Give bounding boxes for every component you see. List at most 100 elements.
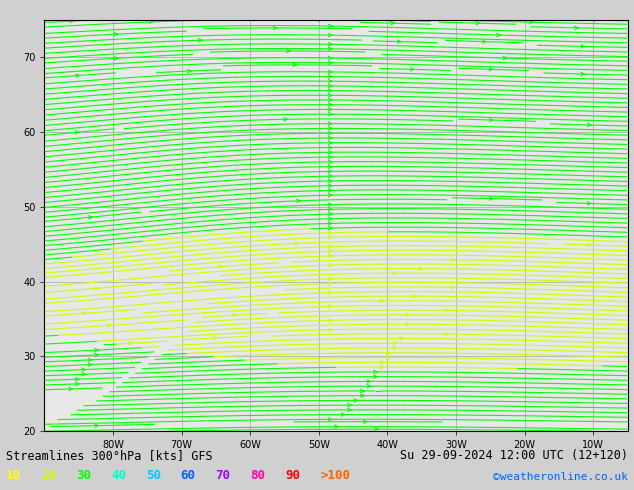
Text: Su 29-09-2024 12:00 UTC (12+120): Su 29-09-2024 12:00 UTC (12+120) [399,449,628,463]
FancyArrowPatch shape [328,98,333,101]
FancyArrowPatch shape [328,146,332,149]
FancyArrowPatch shape [393,271,398,275]
FancyArrowPatch shape [588,123,592,126]
FancyArrowPatch shape [593,19,597,22]
Text: 90: 90 [285,468,301,482]
FancyArrowPatch shape [328,160,332,164]
FancyArrowPatch shape [328,184,332,187]
FancyArrowPatch shape [406,322,410,326]
FancyArrowPatch shape [328,70,333,74]
Text: Streamlines 300°hPa [kts] GFS: Streamlines 300°hPa [kts] GFS [6,449,213,463]
FancyArrowPatch shape [380,299,384,302]
FancyArrowPatch shape [328,108,333,111]
FancyArrowPatch shape [233,314,237,317]
FancyArrowPatch shape [114,33,119,36]
FancyArrowPatch shape [328,122,333,125]
FancyArrowPatch shape [114,57,119,60]
FancyArrowPatch shape [328,47,333,50]
FancyArrowPatch shape [503,56,507,60]
FancyArrowPatch shape [398,40,401,43]
FancyArrowPatch shape [390,19,394,22]
FancyArrowPatch shape [482,40,487,43]
FancyArrowPatch shape [328,179,332,183]
FancyArrowPatch shape [419,267,424,270]
FancyArrowPatch shape [219,265,224,269]
FancyArrowPatch shape [187,70,191,73]
FancyArrowPatch shape [149,21,153,24]
FancyArrowPatch shape [347,403,352,407]
FancyArrowPatch shape [399,337,404,340]
FancyArrowPatch shape [328,222,332,225]
FancyArrowPatch shape [328,277,333,281]
FancyArrowPatch shape [347,408,352,412]
FancyArrowPatch shape [328,79,333,83]
Text: 70: 70 [216,468,231,482]
FancyArrowPatch shape [328,94,333,97]
FancyArrowPatch shape [393,342,398,345]
FancyArrowPatch shape [363,420,368,423]
FancyArrowPatch shape [88,358,93,362]
FancyArrowPatch shape [69,388,73,391]
FancyArrowPatch shape [328,150,332,154]
FancyArrowPatch shape [391,22,395,25]
FancyArrowPatch shape [588,243,592,246]
FancyArrowPatch shape [213,337,217,340]
Text: 80: 80 [250,468,266,482]
FancyArrowPatch shape [328,264,333,267]
FancyArrowPatch shape [70,20,74,23]
FancyArrowPatch shape [328,170,332,173]
FancyArrowPatch shape [445,332,449,336]
FancyArrowPatch shape [380,366,384,369]
FancyArrowPatch shape [328,127,333,130]
FancyArrowPatch shape [367,385,372,388]
FancyArrowPatch shape [328,217,332,220]
FancyArrowPatch shape [198,39,202,42]
FancyArrowPatch shape [489,118,493,122]
FancyArrowPatch shape [588,202,592,205]
FancyArrowPatch shape [328,245,332,248]
FancyArrowPatch shape [328,208,332,211]
FancyArrowPatch shape [89,216,93,219]
FancyArrowPatch shape [75,131,79,134]
FancyArrowPatch shape [373,375,378,378]
FancyArrowPatch shape [76,74,80,77]
FancyArrowPatch shape [574,26,579,29]
FancyArrowPatch shape [328,174,332,178]
FancyArrowPatch shape [413,294,417,298]
FancyArrowPatch shape [318,18,322,22]
FancyArrowPatch shape [328,203,332,206]
Text: ©weatheronline.co.uk: ©weatheronline.co.uk [493,471,628,482]
FancyArrowPatch shape [82,312,86,315]
Text: 10: 10 [6,468,22,482]
FancyArrowPatch shape [328,141,332,145]
FancyArrowPatch shape [387,351,391,354]
FancyArrowPatch shape [387,356,391,359]
FancyArrowPatch shape [295,242,299,245]
FancyArrowPatch shape [328,305,333,308]
FancyArrowPatch shape [328,226,332,230]
FancyArrowPatch shape [354,399,358,402]
FancyArrowPatch shape [94,353,99,357]
FancyArrowPatch shape [410,68,415,71]
FancyArrowPatch shape [328,213,332,216]
FancyArrowPatch shape [361,394,365,397]
FancyArrowPatch shape [406,313,410,317]
Text: 60: 60 [181,468,196,482]
FancyArrowPatch shape [273,26,278,29]
FancyArrowPatch shape [367,380,372,383]
FancyArrowPatch shape [293,63,297,67]
FancyArrowPatch shape [94,348,99,352]
FancyArrowPatch shape [489,68,493,71]
FancyArrowPatch shape [328,155,332,159]
Text: 50: 50 [146,468,161,482]
FancyArrowPatch shape [328,328,332,331]
FancyArrowPatch shape [75,382,80,386]
FancyArrowPatch shape [82,368,86,371]
FancyArrowPatch shape [328,236,332,239]
FancyArrowPatch shape [297,199,301,202]
FancyArrowPatch shape [75,378,80,381]
FancyArrowPatch shape [476,22,480,25]
Text: >100: >100 [320,468,350,482]
FancyArrowPatch shape [451,258,456,261]
FancyArrowPatch shape [328,282,333,285]
